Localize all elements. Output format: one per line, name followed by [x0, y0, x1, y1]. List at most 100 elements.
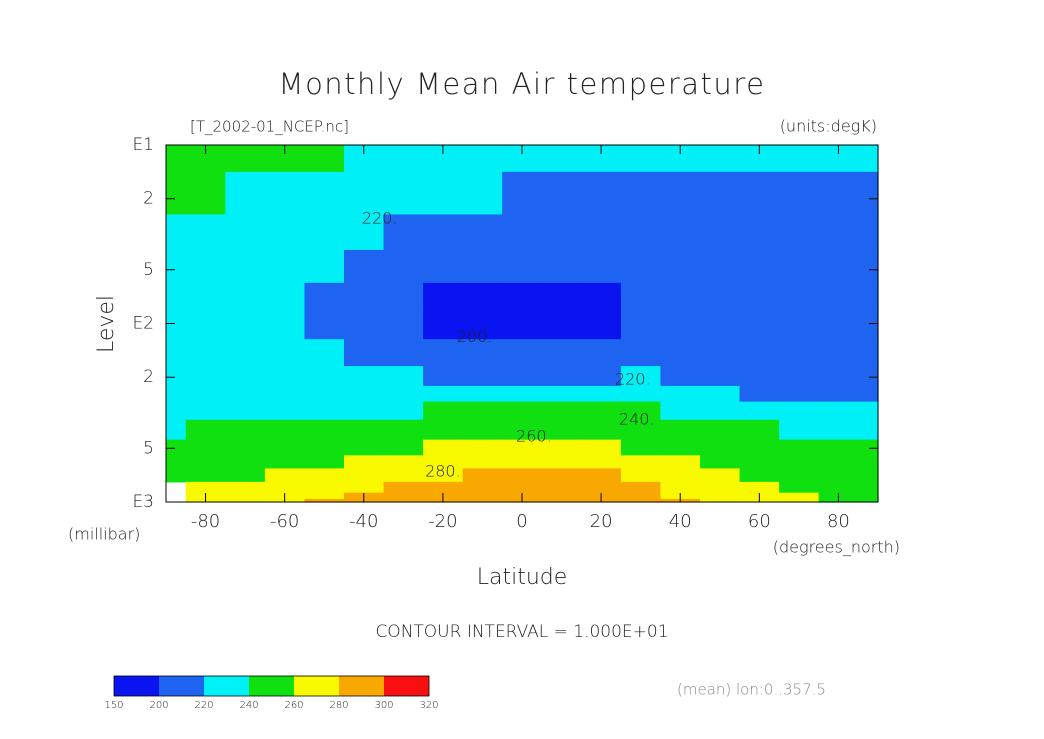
field-cell — [225, 214, 266, 251]
field-cell — [581, 419, 622, 441]
field-cell — [304, 401, 345, 421]
field-cell — [383, 171, 424, 216]
field-cell — [185, 249, 226, 284]
field-cell — [166, 309, 187, 340]
field-cell — [700, 492, 741, 500]
field-cell — [344, 339, 385, 367]
field-cell — [304, 282, 345, 311]
field-cell — [166, 419, 187, 441]
field-cell — [581, 468, 622, 483]
field-cell — [581, 214, 622, 251]
field-cell — [541, 249, 582, 284]
field-cell — [581, 401, 622, 421]
field-cell — [581, 249, 622, 284]
x-tick-label: -60 — [270, 511, 299, 532]
field-cell — [858, 439, 879, 456]
field-cell — [462, 309, 503, 340]
colorbar-label: 260 — [284, 700, 303, 711]
field-cell — [185, 439, 226, 456]
field-cell — [264, 481, 306, 494]
field-cell — [462, 492, 503, 500]
field-cell — [779, 282, 820, 311]
field-cell — [779, 385, 820, 403]
field-cell — [225, 282, 266, 311]
field-cell — [779, 249, 820, 284]
contour-label: 220. — [362, 209, 398, 228]
field-cell — [264, 249, 306, 284]
field-cell — [225, 419, 266, 441]
field-cell — [344, 282, 385, 311]
contour-label: 220. — [615, 369, 651, 388]
y-tick-label: E2 — [132, 314, 154, 334]
field-cell — [185, 214, 226, 251]
field-cell — [779, 481, 820, 494]
field-cell — [818, 366, 859, 387]
x-tick-label: 20 — [590, 511, 613, 532]
field-cell — [541, 282, 582, 311]
field-cell — [858, 455, 879, 469]
field-cell — [541, 468, 582, 483]
y-axis-label: Level — [94, 295, 119, 353]
field-cell — [166, 214, 187, 251]
field-cell — [541, 339, 582, 367]
field-cell — [462, 419, 503, 441]
field-cell — [739, 282, 780, 311]
field-cell — [264, 339, 306, 367]
field-cell — [620, 214, 662, 251]
field-cell — [383, 249, 424, 284]
field-cell — [502, 171, 543, 216]
chart-title: Monthly Mean Air temperature — [279, 67, 766, 101]
colorbar-label: 200 — [149, 700, 168, 711]
field-cell — [383, 214, 424, 251]
x-tick-label: -40 — [349, 511, 378, 532]
field-cell — [541, 481, 582, 494]
field-cell — [423, 366, 464, 387]
field-cell — [264, 171, 306, 216]
field-cell — [344, 249, 385, 284]
field-cell — [581, 309, 622, 340]
field-cell — [779, 498, 820, 503]
field-cell — [779, 171, 820, 216]
field-cell — [502, 419, 543, 441]
field-cell — [344, 481, 385, 494]
field-cell — [700, 439, 741, 456]
field-cell — [264, 214, 306, 251]
field-cell — [700, 214, 741, 251]
field-cell — [462, 401, 503, 421]
field-cell — [304, 385, 345, 403]
field-cell — [739, 468, 780, 483]
colorbar-label: 240 — [239, 700, 258, 711]
x-tick-label: 0 — [516, 511, 527, 532]
field-cell — [502, 401, 543, 421]
field-cell — [818, 214, 859, 251]
field-cell — [660, 439, 701, 456]
field-cell — [660, 214, 701, 251]
field-cell — [344, 419, 385, 441]
field-cell — [620, 492, 662, 500]
field-cell — [502, 481, 543, 494]
field-cell — [185, 339, 226, 367]
field-cell — [620, 401, 662, 421]
field-cell — [620, 455, 662, 469]
field-cell — [502, 366, 543, 387]
field-cell — [185, 468, 226, 483]
field-cell — [462, 366, 503, 387]
colorbar-swatch — [339, 676, 384, 696]
field-cell — [620, 339, 662, 367]
field-cell — [620, 498, 662, 503]
field-cell — [739, 455, 780, 469]
field-cell — [462, 439, 503, 456]
field-cell — [264, 282, 306, 311]
field-cell — [818, 455, 859, 469]
field-cell — [858, 492, 879, 500]
field-cell — [541, 439, 582, 456]
y-tick-label: 5 — [143, 438, 154, 458]
field-cell — [225, 439, 266, 456]
field-cell — [700, 481, 741, 494]
field-cell — [620, 249, 662, 284]
field-cell — [541, 419, 582, 441]
x-units: (degrees_north) — [773, 538, 900, 557]
field-cell — [581, 282, 622, 311]
field-cell — [620, 385, 662, 403]
field-cell — [462, 481, 503, 494]
